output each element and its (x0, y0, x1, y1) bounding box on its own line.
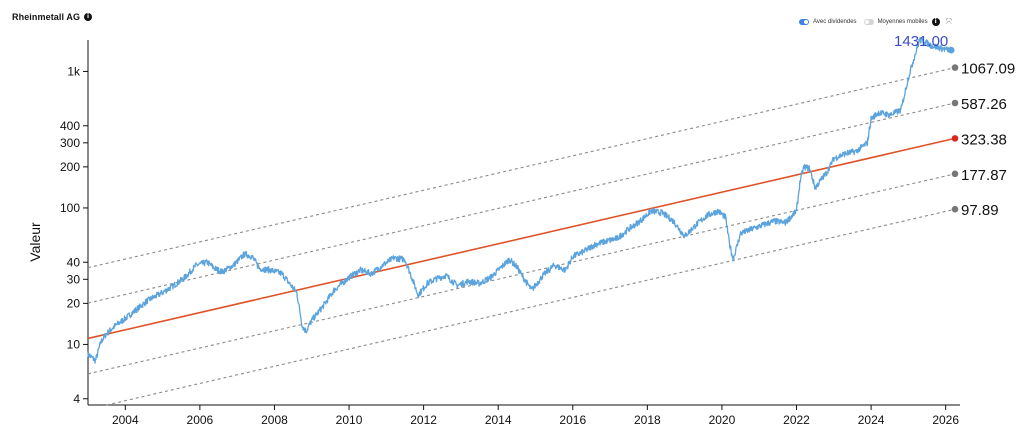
last-price-label: 1431.00 (894, 33, 948, 50)
y-tick-label: 200 (60, 160, 80, 174)
y-tick-label: 1k (67, 64, 81, 78)
y-tick-label: 4 (73, 392, 80, 406)
moving-average-toggle[interactable] (863, 19, 874, 25)
x-tick-label: 2020 (709, 413, 736, 427)
trend-end-dot-upper2 (951, 64, 959, 71)
trend-end-dot-lower2 (951, 205, 959, 213)
trend-line-lower2 (106, 208, 956, 406)
y-tick-label: 100 (60, 201, 80, 215)
trend-value-label-lower1: 177.87 (961, 167, 1007, 184)
info-icon[interactable]: i (931, 18, 940, 26)
trend-bands (87, 67, 956, 406)
price-series: 1431.00 (87, 33, 955, 364)
trend-line-trend (87, 137, 956, 340)
x-tick-label: 2026 (932, 413, 959, 427)
x-tick-label: 2022 (783, 413, 810, 427)
x-tick-label: 2006 (187, 413, 214, 427)
y-tick-label: 10 (67, 337, 81, 351)
x-tick-label: 2014 (485, 413, 512, 427)
y-tick-label: 40 (67, 255, 81, 269)
dividends-label: Avec dividendes (812, 19, 857, 25)
x-tick-label: 2008 (261, 413, 288, 427)
axes: 4 10 20 30 40 100 200 300 400 1k 2004 2006 2008 2010 2… (60, 40, 960, 427)
trend-value-label-upper2: 1067.09 (961, 61, 1015, 78)
y-tick-label: 20 (67, 296, 81, 310)
trend-end-dot-trend (951, 135, 959, 142)
y-tick-label: 400 (60, 119, 80, 133)
x-tick-label: 2018 (634, 413, 661, 427)
trend-value-label-lower2: 97.89 (961, 202, 999, 219)
y-tick-label: 30 (67, 272, 81, 286)
trend-line-upper1 (87, 102, 956, 304)
expand-icon[interactable]: ⤧ (945, 17, 952, 26)
trend-value-label-trend: 323.38 (961, 131, 1007, 148)
chart-title: Rheinmetall AG i (12, 12, 93, 22)
chart-controls: Avec dividendes Moyennes mobiles i ⤧ (798, 17, 952, 27)
last-price-dot (947, 46, 955, 54)
moving-average-label: Moyennes mobiles (877, 19, 928, 25)
trend-end-dot-upper1 (951, 99, 959, 107)
x-tick-label: 2004 (112, 413, 139, 427)
price-line (87, 37, 952, 364)
dividends-toggle[interactable] (798, 19, 809, 25)
x-tick-label: 2010 (336, 413, 363, 427)
band-labels: 1067.09 587.26 323.38 177.87 97.89 (951, 61, 1015, 219)
y-tick-label: 300 (60, 136, 80, 150)
x-tick-label: 2012 (410, 413, 437, 427)
info-icon[interactable]: i (84, 13, 93, 21)
trend-value-label-upper1: 587.26 (961, 96, 1007, 113)
x-tick-label: 2016 (559, 413, 586, 427)
y-axis-label: Valeur (27, 222, 43, 262)
company-name: Rheinmetall AG (12, 12, 81, 22)
trend-line-upper2 (87, 67, 956, 269)
trend-end-dot-lower1 (951, 170, 959, 178)
x-tick-label: 2024 (858, 413, 885, 427)
